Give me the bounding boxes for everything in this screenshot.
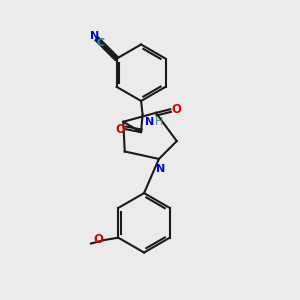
- Text: C: C: [97, 38, 105, 48]
- Text: H: H: [155, 117, 164, 127]
- Text: O: O: [115, 123, 125, 136]
- Text: N: N: [156, 164, 165, 174]
- Text: O: O: [94, 233, 104, 246]
- Text: N: N: [145, 117, 154, 127]
- Text: N: N: [90, 32, 99, 41]
- Text: O: O: [171, 103, 181, 116]
